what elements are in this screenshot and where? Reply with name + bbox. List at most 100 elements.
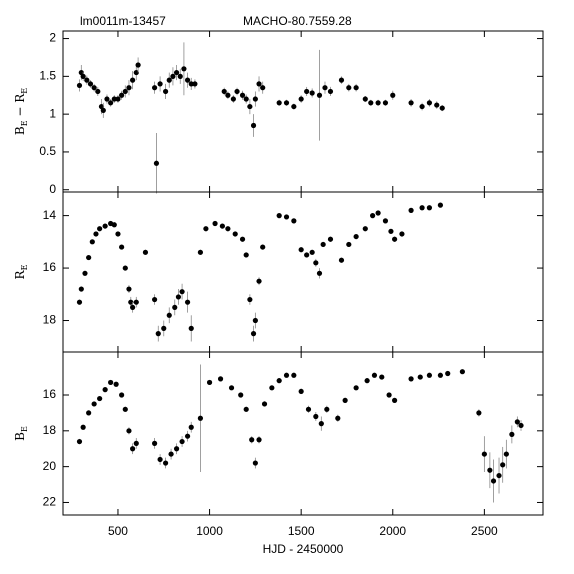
point <box>276 100 282 106</box>
point <box>179 289 185 295</box>
point <box>386 392 392 398</box>
point <box>382 100 389 106</box>
point <box>86 410 92 416</box>
point <box>188 424 194 430</box>
point <box>327 88 334 95</box>
point <box>371 372 378 378</box>
point <box>122 265 128 271</box>
point <box>342 397 348 403</box>
point <box>243 96 249 102</box>
point <box>247 103 253 110</box>
y-axis-label-part: E <box>20 426 29 432</box>
point <box>128 299 134 305</box>
x-tick-label: 500 <box>108 524 128 538</box>
point <box>375 210 381 216</box>
y-tick-label: 1.5 <box>39 69 56 83</box>
point <box>408 207 414 213</box>
point <box>78 286 84 292</box>
point <box>320 241 326 248</box>
point <box>283 100 290 106</box>
point <box>230 96 236 102</box>
point <box>392 236 398 242</box>
y-tick-label: 18 <box>43 423 57 437</box>
point <box>353 385 359 391</box>
point <box>122 406 128 412</box>
point <box>102 223 108 229</box>
point <box>225 92 231 98</box>
point <box>126 85 132 91</box>
point <box>439 105 445 111</box>
x-tick-label: 1500 <box>288 524 315 538</box>
y-axis-label-part: E <box>20 88 29 94</box>
point <box>338 257 345 263</box>
point <box>221 88 227 95</box>
point <box>247 296 253 303</box>
x-tick-label: 2500 <box>471 524 498 538</box>
point <box>445 370 451 377</box>
point <box>249 437 255 443</box>
point <box>119 92 125 98</box>
point <box>256 81 262 87</box>
point <box>370 213 376 219</box>
point <box>102 387 108 393</box>
point <box>298 247 304 253</box>
point <box>95 88 101 95</box>
point <box>260 85 266 91</box>
point <box>305 406 312 412</box>
point <box>252 460 258 466</box>
point <box>184 77 191 83</box>
point <box>108 100 114 106</box>
point <box>212 220 218 227</box>
point <box>219 223 225 229</box>
point <box>256 278 262 284</box>
point <box>82 270 88 276</box>
point <box>135 62 141 68</box>
point <box>173 446 180 452</box>
point <box>157 81 163 87</box>
point <box>76 82 83 89</box>
y-tick-label: 18 <box>43 313 57 327</box>
point <box>487 467 493 473</box>
point <box>192 81 198 87</box>
point <box>243 406 249 412</box>
point <box>364 378 370 384</box>
point <box>177 73 183 79</box>
point <box>188 81 194 87</box>
point <box>80 73 86 79</box>
point <box>225 226 231 232</box>
point <box>234 88 240 95</box>
point <box>86 254 92 261</box>
point <box>509 431 515 437</box>
panel-frame <box>62 191 544 353</box>
y-tick-label: 16 <box>43 387 57 401</box>
point <box>93 231 99 237</box>
point <box>97 395 103 402</box>
point <box>181 66 187 72</box>
point <box>133 299 139 305</box>
point <box>111 96 117 102</box>
point <box>162 460 169 466</box>
point <box>168 451 174 457</box>
point <box>316 92 323 98</box>
point <box>379 374 385 380</box>
point <box>252 96 258 102</box>
point <box>80 424 86 430</box>
point <box>304 88 310 95</box>
point <box>368 100 374 106</box>
y-axis-label-part: B <box>13 432 27 441</box>
point <box>382 218 389 224</box>
point <box>291 103 297 110</box>
point <box>309 90 315 96</box>
point <box>276 213 282 219</box>
y-axis-label-part: R <box>13 269 27 279</box>
point <box>239 236 246 242</box>
x-axis-label: HJD - 2450000 <box>263 542 344 556</box>
point <box>316 270 323 276</box>
point <box>313 260 319 266</box>
point <box>161 325 167 331</box>
point <box>115 231 121 237</box>
point <box>76 438 83 445</box>
point <box>322 85 328 91</box>
point <box>91 85 97 91</box>
point <box>490 478 497 484</box>
